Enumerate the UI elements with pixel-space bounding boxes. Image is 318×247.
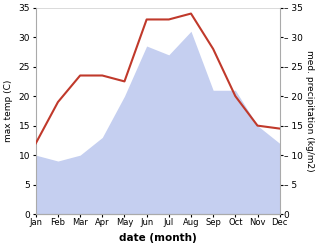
X-axis label: date (month): date (month) <box>119 233 197 243</box>
Y-axis label: med. precipitation (kg/m2): med. precipitation (kg/m2) <box>305 50 314 172</box>
Y-axis label: max temp (C): max temp (C) <box>4 80 13 142</box>
